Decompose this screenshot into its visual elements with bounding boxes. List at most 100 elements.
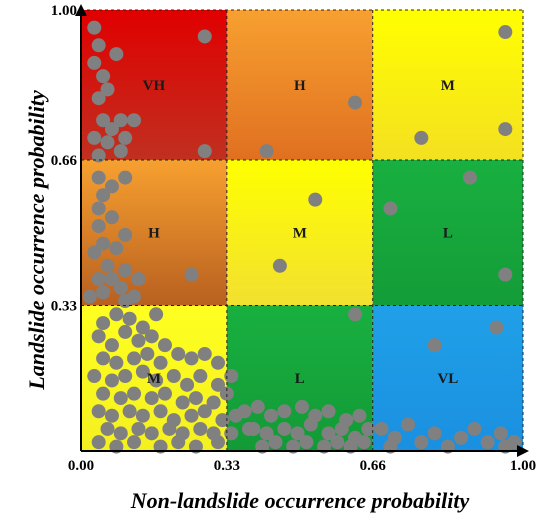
x-axis-title: Non-landslide occurrence probability [130,488,470,513]
data-point [224,369,239,384]
data-point [91,170,106,185]
zone-label: H [294,78,306,94]
data-point [259,144,274,159]
data-point [104,373,119,388]
data-point [493,426,508,441]
data-point [91,148,106,163]
data-point [268,435,283,450]
x-tick-label: 0.33 [214,458,240,474]
data-point [113,113,128,128]
data-point [489,320,504,335]
data-point [454,430,469,445]
data-point [140,346,155,361]
data-point [211,355,226,370]
data-point [374,421,389,436]
data-point [100,258,115,273]
data-point [100,82,115,97]
y-axis-arrow [75,4,87,16]
data-point [414,435,429,450]
data-point [127,113,142,128]
tick-labels: 0.00 0.33 0.66 1.00 0.33 0.66 1.00 [51,3,536,474]
zone-labels: VH H M H M L M L VL [143,78,459,387]
data-point [104,408,119,423]
data-point [277,404,292,419]
data-point [127,435,142,450]
zone-label: L [295,371,305,387]
data-point [295,399,309,414]
data-point [383,201,398,216]
data-point [197,404,212,419]
y-tick-label: 0.33 [51,298,77,314]
data-point [171,435,186,450]
data-point [348,307,363,322]
data-point [427,426,442,441]
data-point [91,201,106,216]
data-point [122,311,137,326]
x-tick-label: 1.00 [510,458,536,474]
y-axis-title: Landslide occurrence probability [24,90,49,391]
zone-label: VH [143,78,166,94]
data-point [96,236,111,251]
data-point [215,413,230,428]
data-point [149,307,164,322]
data-point [109,241,124,256]
data-point [144,329,159,344]
data-point [127,351,142,366]
data-point [153,355,168,370]
data-point [96,69,111,84]
data-point [157,338,172,353]
data-point [153,404,168,419]
data-point [118,324,133,339]
data-point [162,421,177,436]
data-point [330,435,345,450]
data-point [131,272,146,287]
data-point [321,404,336,419]
data-point [352,408,367,423]
data-point [211,377,226,392]
data-point [184,267,199,282]
data-point [100,421,115,436]
data-point [211,435,226,450]
data-point [135,320,150,335]
y-tick-label: 0.66 [51,153,78,169]
data-point [348,95,363,110]
data-point [104,122,119,137]
data-point [96,316,111,331]
data-point [82,289,97,304]
data-point [122,404,137,419]
data-point [104,272,119,287]
data-point [197,29,212,44]
zone-label: VL [437,371,458,387]
data-point [135,408,150,423]
data-point [171,346,186,361]
data-point [219,386,234,401]
grid-lines [81,9,524,451]
data-point [87,20,102,35]
data-point [118,227,133,242]
data-point [127,386,142,401]
zone-m-2-2 [372,10,523,160]
data-point [91,329,106,344]
data-point [299,435,314,450]
data-point [96,113,111,128]
data-point [104,210,119,225]
data-point [401,417,416,432]
data-point [131,421,146,436]
data-point [175,395,190,410]
data-point [277,421,292,436]
data-point [334,421,349,436]
zone-label: M [293,226,307,242]
data-point [91,219,106,234]
data-point [96,285,111,300]
data-point [118,369,133,384]
data-point [224,426,239,441]
data-point [144,426,159,441]
data-point [361,421,376,436]
data-point [427,338,442,353]
data-point [498,25,513,40]
x-tick-label: 0.00 [68,458,94,474]
data-point [131,333,146,348]
data-point [109,307,124,322]
data-point [188,391,203,406]
